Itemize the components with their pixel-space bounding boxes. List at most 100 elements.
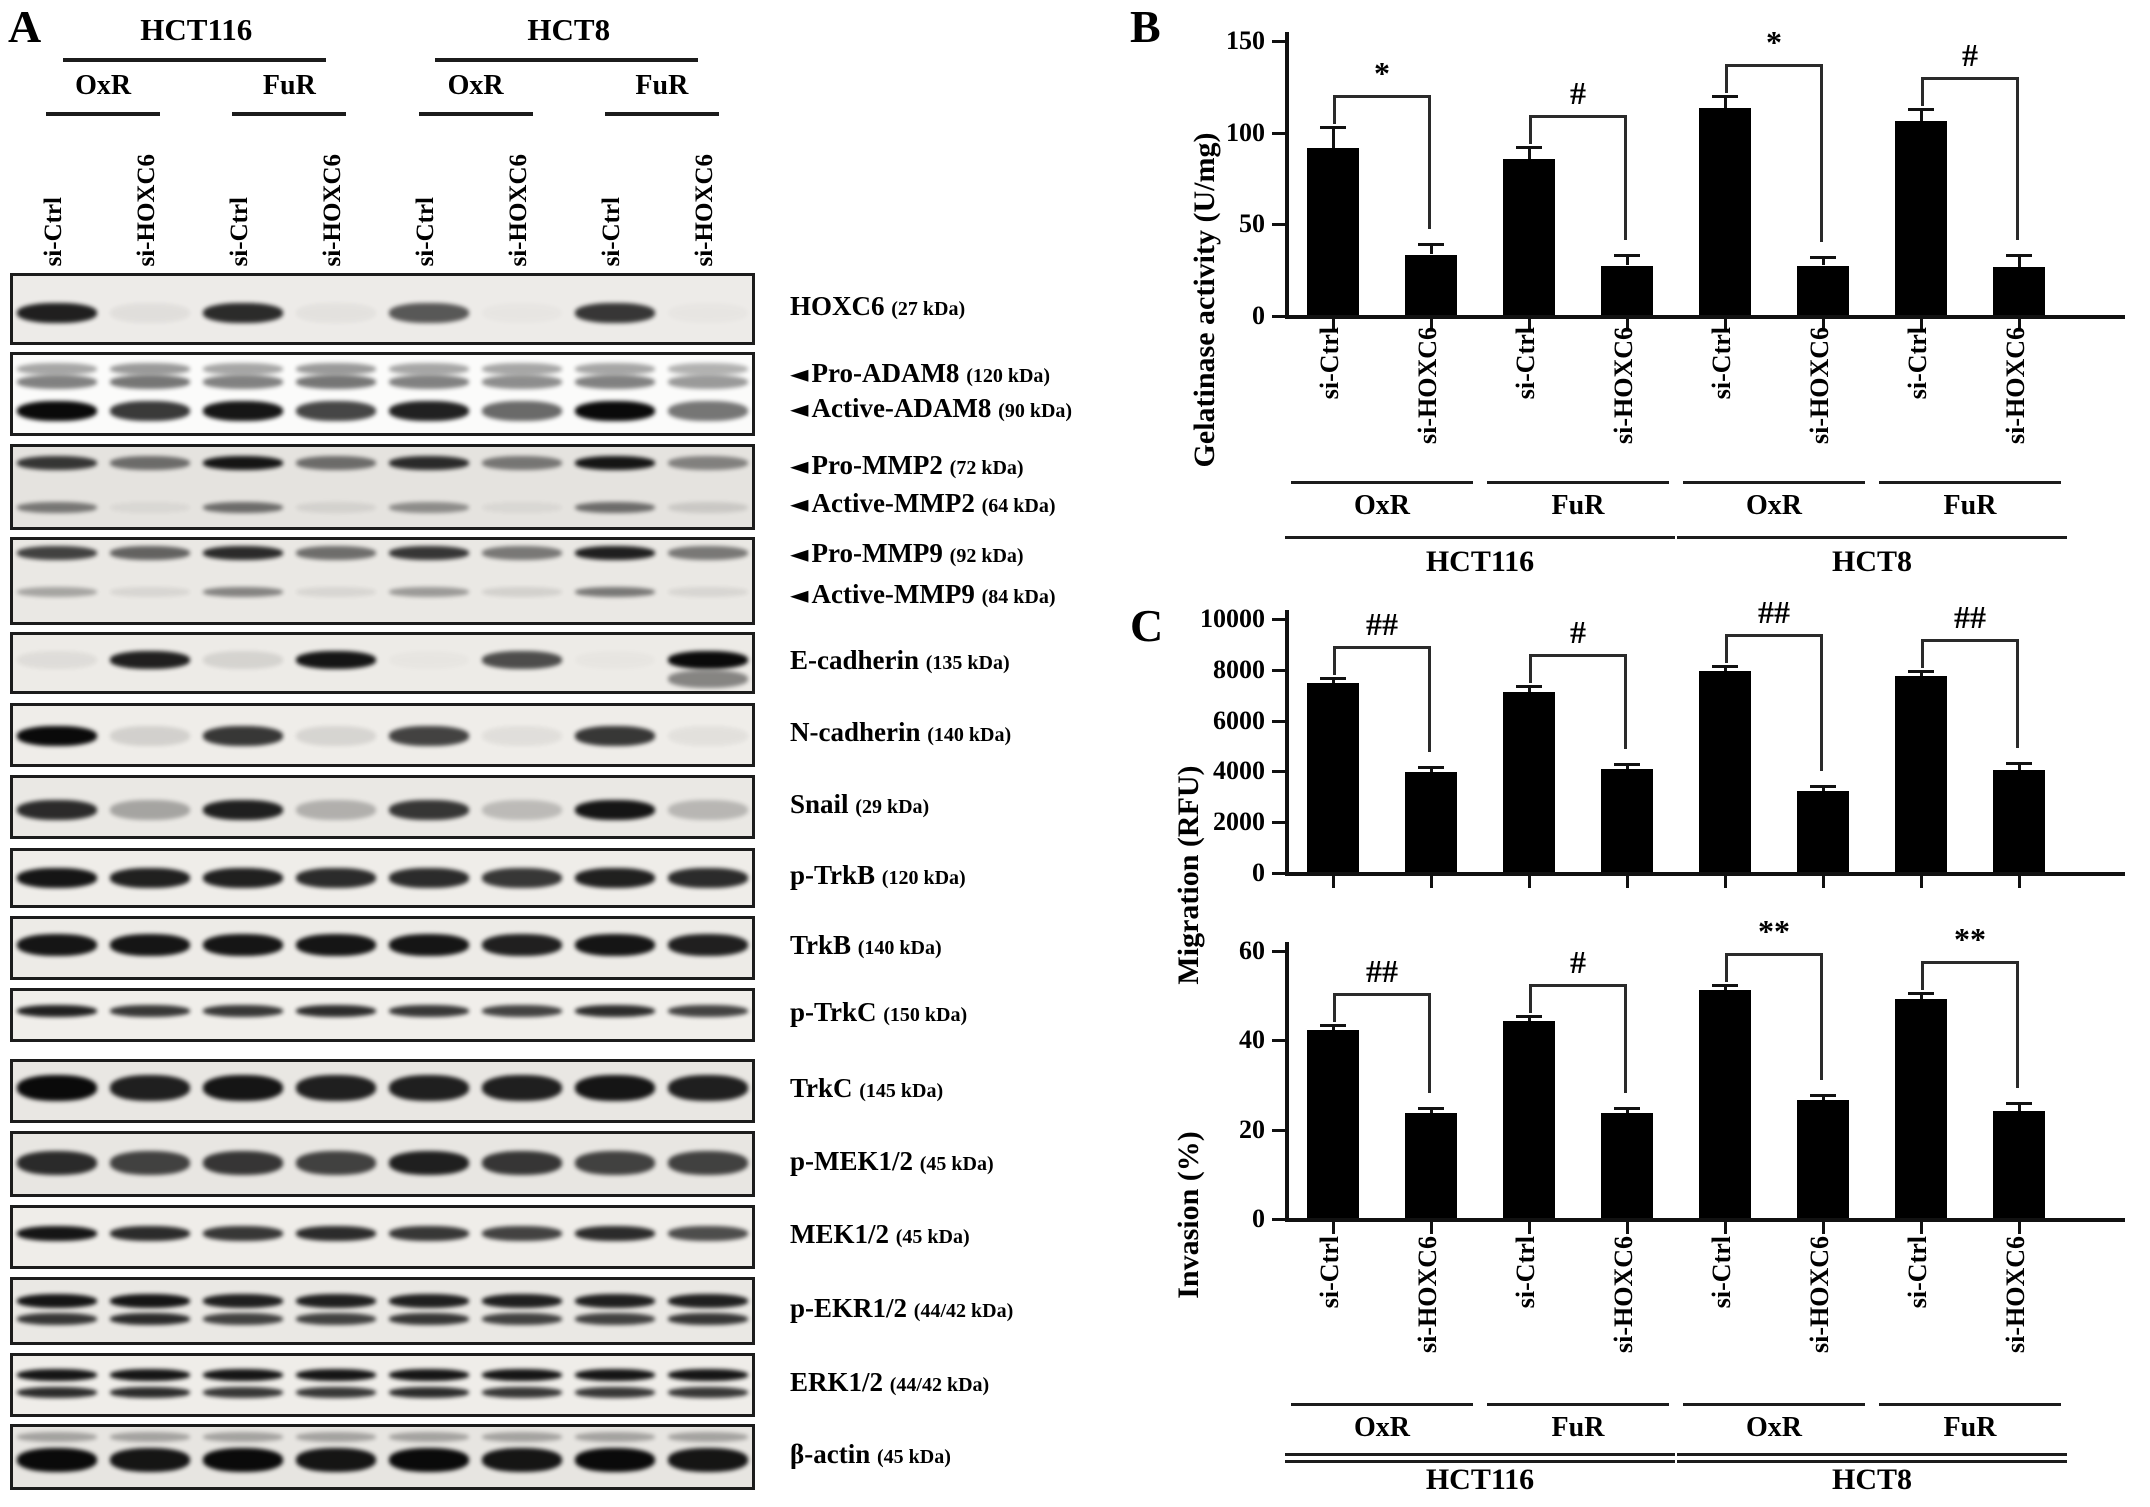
blot-band — [482, 1368, 563, 1381]
x-tick — [1528, 1222, 1531, 1234]
x-tick — [1920, 1222, 1923, 1234]
protein-name: HOXC6 — [790, 291, 892, 321]
blot-band — [16, 1150, 97, 1175]
treatment-group-label: FuR — [1943, 1412, 1997, 1443]
blot-band — [295, 362, 376, 375]
x-tick — [1626, 876, 1629, 888]
x-tick — [1332, 319, 1335, 331]
panel-c: C Migration (RFU) 0 2000 4000 6000 8000 10000 #… — [1130, 594, 2150, 1507]
cell-line-group-line — [1677, 1453, 2067, 1463]
blot-band — [389, 934, 470, 957]
y-axis — [1285, 942, 1289, 1222]
panel-a: A HCT116 HCT8 OxR FuR OxR FuR si-Ctrl si-HOXC6 s… — [8, 4, 1073, 1490]
left-arrow-icon: ◄ — [790, 580, 809, 609]
blot-box — [10, 444, 755, 530]
treatment-header-underline — [418, 112, 533, 116]
bar — [1993, 1110, 2045, 1218]
y-axis — [1285, 32, 1289, 319]
blot-band — [389, 375, 470, 390]
y-tick — [1272, 1218, 1285, 1221]
blot-band — [389, 1150, 470, 1175]
protein-name: ERK1/2 — [790, 1367, 890, 1397]
treatment-header: OxR — [75, 70, 132, 101]
blot-band — [109, 1368, 190, 1381]
y-tick — [1272, 315, 1285, 318]
treatment-group-line — [1879, 1403, 2061, 1406]
error-bar-cap — [1418, 243, 1444, 247]
x-tick — [1822, 319, 1825, 331]
blot-band — [668, 650, 749, 669]
y-tick-label: 60 — [1239, 936, 1265, 965]
molecular-weight: (29 kDa) — [855, 796, 930, 818]
molecular-weight: (27 kDa) — [891, 298, 966, 320]
cell-line-group-label: HCT116 — [1425, 545, 1535, 578]
sig-symbol: # — [1570, 944, 1586, 981]
blot-row-label: p-EKR1/2 (44/42 kDa) — [790, 1293, 1013, 1324]
blot-band — [575, 1150, 656, 1175]
protein-name: Active-MMP9 — [811, 578, 982, 609]
blot-band — [16, 1004, 97, 1017]
blot-row-label: ◄ Active-MMP9 (84 kDa) — [790, 579, 1056, 610]
protein-name: Pro-MMP2 — [811, 450, 950, 481]
treatment-group-label: FuR — [1551, 490, 1605, 521]
blot-band — [668, 1004, 749, 1017]
blot-band — [482, 455, 563, 470]
treatment-header: FuR — [262, 70, 316, 101]
blot-band — [389, 400, 470, 421]
blot-band — [16, 1313, 97, 1326]
error-bar-line — [1822, 786, 1825, 791]
x-tick — [1528, 876, 1531, 888]
sig-bracket-top — [1529, 984, 1627, 988]
bar-category-label: si-HOXC6 — [1413, 327, 1442, 444]
blot-band — [202, 586, 283, 597]
panel-b: B Gelatinase activity (U/mg) 0 50 100 150 si-… — [1130, 0, 2150, 595]
cell-line-group-label: HCT8 — [1831, 1463, 1913, 1496]
blot-band — [16, 502, 97, 514]
error-bar-line — [1724, 667, 1727, 672]
error-bar-line — [1724, 96, 1727, 108]
molecular-weight: (140 kDa) — [857, 937, 942, 959]
blot-band — [482, 1150, 563, 1175]
sig-bracket-top — [1921, 960, 2019, 964]
sig-symbol: ## — [1758, 594, 1790, 631]
sig-bracket-left — [1529, 984, 1532, 1014]
molecular-weight: (90 kDa) — [998, 399, 1073, 422]
bar — [1699, 990, 1751, 1218]
blot-band — [16, 800, 97, 821]
panel-b-label: B — [1130, 1, 1161, 52]
x-tick — [1332, 876, 1335, 888]
treatment-header-underline — [604, 112, 719, 116]
bar-category-label: si-Ctrl — [1707, 1236, 1736, 1309]
molecular-weight: (44/42 kDa) — [889, 1374, 990, 1396]
bar-category-label: si-Ctrl — [1511, 1236, 1540, 1309]
error-bar-cap — [1320, 126, 1346, 129]
left-arrow-icon: ◄ — [790, 394, 809, 423]
blot-band — [575, 1004, 656, 1017]
molecular-weight: (140 kDa) — [927, 724, 1012, 746]
blot-band — [202, 1150, 283, 1175]
blot-band — [295, 1225, 376, 1241]
blot-band — [575, 400, 656, 421]
bar — [1993, 267, 2045, 315]
protein-name: Active-ADAM8 — [811, 392, 999, 423]
blot-band — [16, 1448, 97, 1473]
blot-band — [202, 1294, 283, 1309]
blot-band — [202, 1313, 283, 1326]
blot-band — [295, 800, 376, 821]
blot-box — [10, 916, 755, 980]
blot-band — [16, 1432, 97, 1443]
blot-band — [575, 455, 656, 470]
error-bar-line — [1430, 245, 1433, 255]
error-bar-line — [1430, 767, 1433, 772]
blot-band — [295, 1368, 376, 1381]
blot-band — [109, 545, 190, 560]
x-tick — [1528, 319, 1531, 331]
blot-row-label: ◄ Active-MMP2 (64 kDa) — [790, 488, 1056, 519]
bar — [1503, 1021, 1555, 1218]
blot-band — [668, 1225, 749, 1241]
blot-row-label: ERK1/2 (44/42 kDa) — [790, 1367, 989, 1398]
error-bar-cap — [1712, 94, 1738, 98]
lane-label: si-HOXC6 — [132, 153, 160, 267]
protein-name: N-cadherin — [790, 717, 928, 747]
blot-band — [482, 1294, 563, 1309]
